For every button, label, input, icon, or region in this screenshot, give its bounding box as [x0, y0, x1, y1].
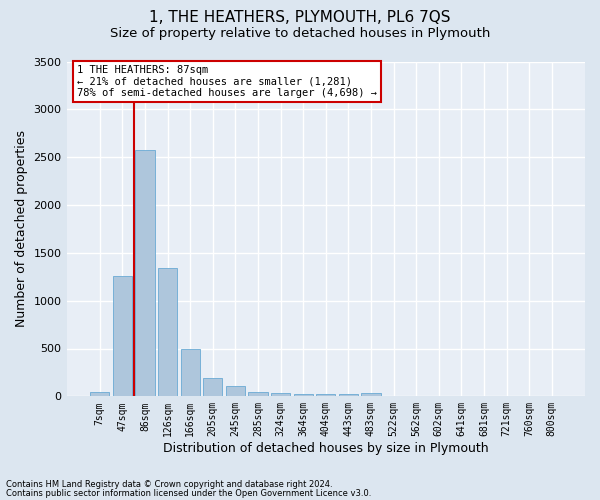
- Bar: [339, 394, 358, 396]
- Bar: [293, 394, 313, 396]
- Bar: [361, 394, 380, 396]
- Bar: [271, 394, 290, 396]
- Text: 1 THE HEATHERS: 87sqm
← 21% of detached houses are smaller (1,281)
78% of semi-d: 1 THE HEATHERS: 87sqm ← 21% of detached …: [77, 65, 377, 98]
- Bar: [113, 276, 132, 396]
- Text: 1, THE HEATHERS, PLYMOUTH, PL6 7QS: 1, THE HEATHERS, PLYMOUTH, PL6 7QS: [149, 10, 451, 25]
- Bar: [158, 268, 177, 396]
- Bar: [316, 394, 335, 396]
- Bar: [181, 348, 200, 397]
- Text: Size of property relative to detached houses in Plymouth: Size of property relative to detached ho…: [110, 28, 490, 40]
- X-axis label: Distribution of detached houses by size in Plymouth: Distribution of detached houses by size …: [163, 442, 488, 455]
- Text: Contains HM Land Registry data © Crown copyright and database right 2024.: Contains HM Land Registry data © Crown c…: [6, 480, 332, 489]
- Text: Contains public sector information licensed under the Open Government Licence v3: Contains public sector information licen…: [6, 489, 371, 498]
- Bar: [248, 392, 268, 396]
- Bar: [136, 150, 155, 396]
- Y-axis label: Number of detached properties: Number of detached properties: [15, 130, 28, 328]
- Bar: [226, 386, 245, 396]
- Bar: [203, 378, 223, 396]
- Bar: [90, 392, 109, 396]
